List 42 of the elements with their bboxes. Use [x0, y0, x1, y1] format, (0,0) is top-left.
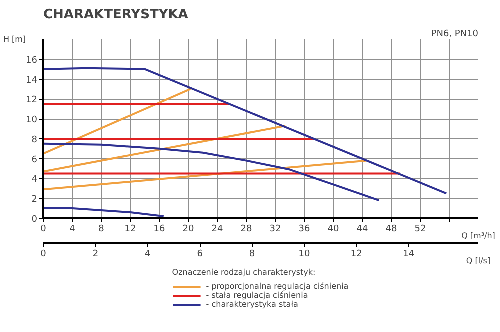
x2-tick-label: 2	[92, 250, 99, 260]
x-tick-label: 8	[98, 224, 105, 234]
line-series	[44, 142, 380, 202]
y-axis-title: H [m]	[3, 35, 26, 44]
y-tick-label: 0	[32, 215, 38, 225]
x-tick-label: 52	[414, 224, 426, 234]
x-tick-label: 24	[212, 224, 224, 234]
x-tick-label: 12	[124, 224, 136, 234]
y-tick-label: 12	[26, 96, 38, 106]
x2-tick-label: 8	[249, 250, 256, 260]
x-tick-label: 28	[240, 224, 252, 234]
x2-tick-label: 14	[403, 250, 415, 260]
y-tick-label: 10	[26, 116, 38, 126]
legend-label: - proporcjonalna regulacja ciśnienia	[206, 282, 349, 291]
x2-tick-label: 12	[350, 250, 362, 260]
x-tick-label: 16	[154, 224, 166, 234]
x-tick-label: 0	[40, 224, 47, 234]
legend-label: - stała regulacja ciśnienia	[206, 291, 308, 300]
y-tick-label: 6	[32, 155, 38, 166]
x-tick-label: 48	[386, 224, 398, 234]
legend-label: - charakterystyka stała	[206, 300, 298, 309]
x2-tick-label: 4	[145, 250, 152, 260]
x2-tick-label: 6	[197, 250, 204, 260]
legend-title: Oznaczenie rodzaju charakterystyk:	[172, 268, 317, 277]
x-tick-label: 40	[328, 224, 340, 234]
x-tick-label: 32	[270, 224, 282, 234]
x2-tick-label: 0	[40, 250, 47, 260]
y-tick-label: 8	[32, 135, 38, 146]
text: PN6, PN10	[431, 30, 479, 40]
x-tick-label: 20	[182, 224, 194, 234]
line-series	[44, 208, 165, 218]
x-tick-label: 44	[356, 224, 368, 234]
y-tick-label: 4	[32, 175, 38, 186]
x2-tick-label: 10	[298, 250, 310, 260]
chart-title: CHARAKTERYSTYKA	[44, 8, 188, 22]
y-tick-label: 14	[26, 76, 38, 86]
x-tick-label: 36	[298, 224, 310, 234]
y-tick-label: 2	[32, 195, 38, 206]
y-tick-label: 16	[26, 56, 38, 66]
x-tick-label: 4	[70, 224, 76, 234]
x2-axis-title: Q [l/s]	[466, 256, 491, 266]
x-axis-title: Q [m³/h]	[462, 232, 496, 240]
